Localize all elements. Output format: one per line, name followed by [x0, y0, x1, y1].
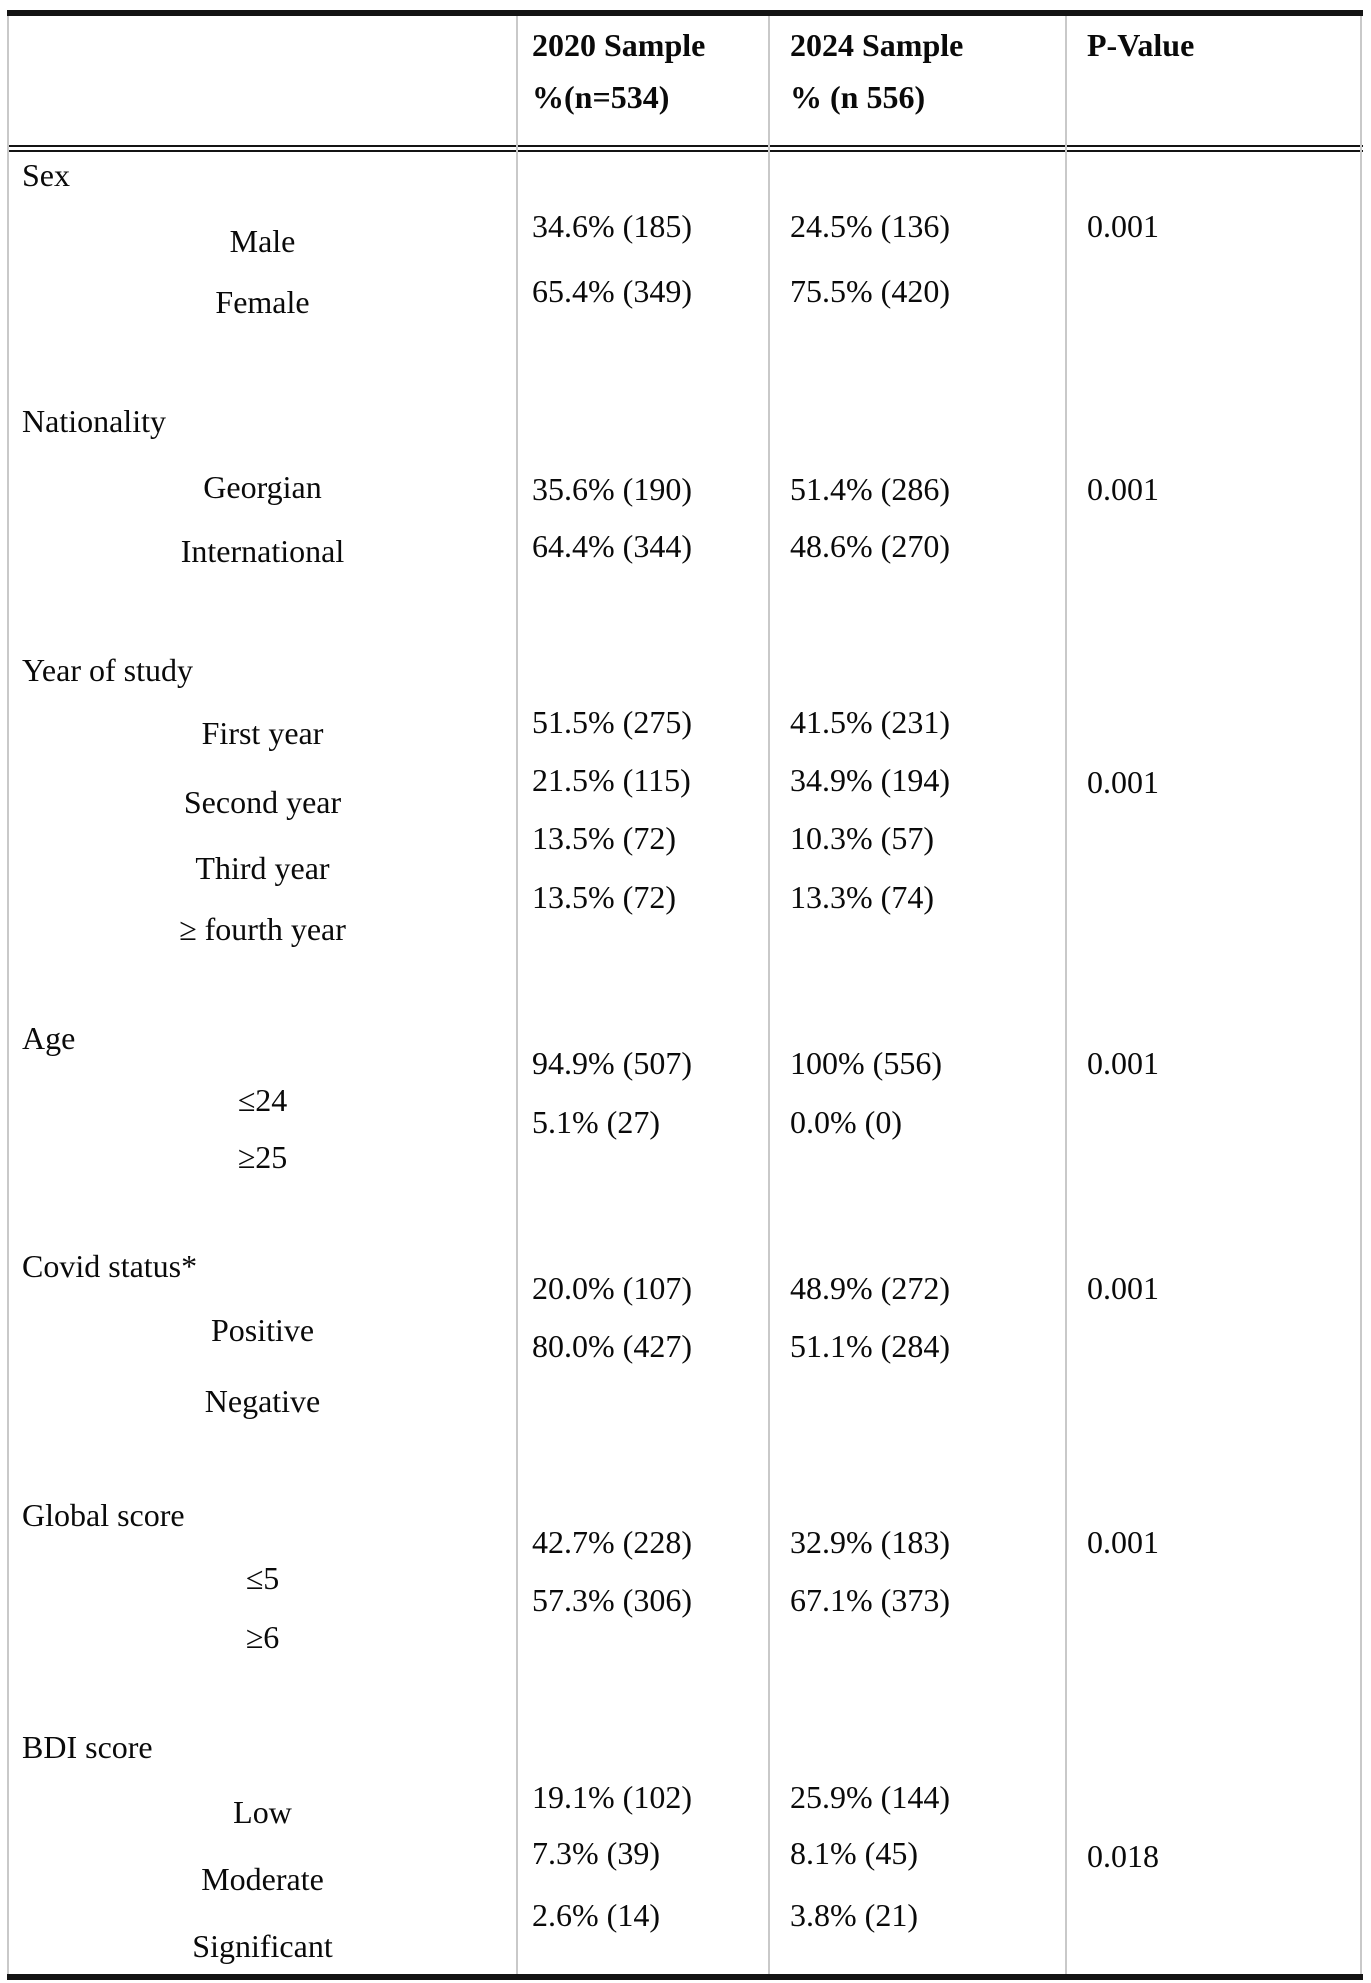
- p-value-year-of-study: 0.001: [1087, 764, 1159, 800]
- value-2024-year-second: 34.9% (194): [790, 762, 950, 798]
- value-2020-global-le5: 42.7% (228): [532, 1524, 692, 1560]
- column-divider-2: [768, 16, 770, 1974]
- p-value-age: 0.001: [1087, 1045, 1159, 1081]
- row-label-female: Female: [215, 284, 310, 320]
- category-sex: Sex: [22, 157, 70, 193]
- category-nationality: Nationality: [22, 403, 166, 439]
- row-label-male: Male: [229, 223, 296, 259]
- value-2020-bdi-low: 19.1% (102): [532, 1779, 692, 1815]
- row-label-low: Low: [233, 1794, 292, 1830]
- header-p-value: P-Value: [1087, 27, 1195, 63]
- row-label-fourth-year: ≥ fourth year: [179, 911, 346, 947]
- value-2020-age-ge25: 5.1% (27): [532, 1104, 660, 1140]
- header-bottom-rule: [7, 145, 1363, 152]
- row-label-third-year: Third year: [195, 850, 330, 886]
- header-2024-sample-line1: 2024 Sample: [790, 27, 964, 63]
- value-2020-year-second: 21.5% (115): [532, 762, 691, 798]
- row-label-georgian: Georgian: [203, 469, 322, 505]
- row-label-negative: Negative: [204, 1383, 321, 1419]
- value-2020-nationality-international: 64.4% (344): [532, 528, 692, 564]
- row-label-global-ge6: ≥6: [245, 1619, 280, 1655]
- value-2024-global-le5: 32.9% (183): [790, 1524, 950, 1560]
- value-2024-covid-negative: 51.1% (284): [790, 1328, 950, 1364]
- header-2020-sample-line1: 2020 Sample: [532, 27, 706, 63]
- value-2020-year-third: 13.5% (72): [532, 820, 676, 856]
- header-2024-sample-line2: % (n 556): [790, 79, 926, 115]
- category-bdi-score: BDI score: [22, 1729, 153, 1765]
- value-2020-covid-negative: 80.0% (427): [532, 1328, 692, 1364]
- category-year-of-study: Year of study: [22, 652, 193, 688]
- value-2024-bdi-low: 25.9% (144): [790, 1779, 950, 1815]
- row-label-first-year: First year: [201, 715, 324, 751]
- row-label-significant: Significant: [192, 1928, 333, 1964]
- p-value-nationality: 0.001: [1087, 471, 1159, 507]
- value-2024-covid-positive: 48.9% (272): [790, 1270, 950, 1306]
- row-label-age-ge25: ≥25: [237, 1139, 288, 1175]
- value-2024-sex-female: 75.5% (420): [790, 273, 950, 309]
- value-2020-global-ge6: 57.3% (306): [532, 1582, 692, 1618]
- value-2024-bdi-moderate: 8.1% (45): [790, 1835, 918, 1871]
- value-2024-age-ge25: 0.0% (0): [790, 1104, 902, 1140]
- value-2020-nationality-georgian: 35.6% (190): [532, 471, 692, 507]
- category-age: Age: [22, 1020, 76, 1056]
- value-2024-age-le24: 100% (556): [790, 1045, 942, 1081]
- table-bottom-border: [7, 1974, 1363, 1980]
- value-2020-year-first: 51.5% (275): [532, 704, 692, 740]
- value-2024-global-ge6: 67.1% (373): [790, 1582, 950, 1618]
- value-2024-bdi-significant: 3.8% (21): [790, 1897, 918, 1933]
- value-2020-bdi-moderate: 7.3% (39): [532, 1835, 660, 1871]
- header-2020-sample-line2: %(n=534): [532, 79, 670, 115]
- p-value-sex: 0.001: [1087, 208, 1159, 244]
- value-2024-year-third: 10.3% (57): [790, 820, 934, 856]
- column-divider-3: [1065, 16, 1067, 1974]
- value-2020-age-le24: 94.9% (507): [532, 1045, 692, 1081]
- value-2020-bdi-significant: 2.6% (14): [532, 1897, 660, 1933]
- row-label-age-le24: ≤24: [237, 1082, 288, 1118]
- value-2020-year-fourth: 13.5% (72): [532, 879, 676, 915]
- row-label-global-le5: ≤5: [245, 1560, 280, 1596]
- row-label-moderate: Moderate: [201, 1861, 324, 1897]
- value-2020-sex-male: 34.6% (185): [532, 208, 692, 244]
- value-2024-nationality-georgian: 51.4% (286): [790, 471, 950, 507]
- column-divider-1: [516, 16, 518, 1974]
- table-right-border: [1360, 16, 1362, 1974]
- category-covid-status: Covid status*: [22, 1248, 198, 1284]
- row-label-positive: Positive: [210, 1312, 315, 1348]
- value-2020-covid-positive: 20.0% (107): [532, 1270, 692, 1306]
- value-2024-nationality-international: 48.6% (270): [790, 528, 950, 564]
- p-value-bdi-score: 0.018: [1087, 1838, 1159, 1874]
- value-2024-year-first: 41.5% (231): [790, 704, 950, 740]
- p-value-covid-status: 0.001: [1087, 1270, 1159, 1306]
- value-2024-year-fourth: 13.3% (74): [790, 879, 934, 915]
- category-global-score: Global score: [22, 1497, 185, 1533]
- table-left-border: [7, 16, 9, 1974]
- row-label-international: International: [180, 533, 345, 569]
- value-2024-sex-male: 24.5% (136): [790, 208, 950, 244]
- table-top-border: [7, 10, 1363, 16]
- row-label-second-year: Second year: [183, 784, 342, 820]
- p-value-global-score: 0.001: [1087, 1524, 1159, 1560]
- value-2020-sex-female: 65.4% (349): [532, 273, 692, 309]
